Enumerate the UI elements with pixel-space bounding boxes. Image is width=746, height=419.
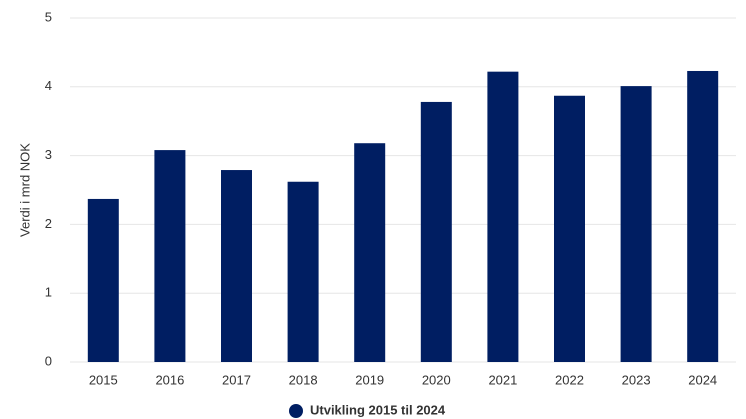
x-tick-label: 2023 [622, 372, 651, 387]
x-tick-label: 2015 [89, 372, 118, 387]
legend-marker [289, 404, 303, 418]
y-tick-label: 1 [45, 285, 52, 300]
y-tick-label: 2 [45, 216, 52, 231]
bar [221, 170, 252, 362]
y-tick-label: 4 [45, 78, 52, 93]
y-axis-label: Verdi i mrd NOK [17, 143, 32, 237]
x-tick-label: 2019 [355, 372, 384, 387]
bar [687, 70, 719, 362]
y-tick-label: 3 [45, 147, 52, 162]
x-tick-label: 2022 [555, 372, 584, 387]
x-tick-label: 2024 [688, 372, 717, 387]
x-tick-label: 2020 [422, 372, 451, 387]
x-tick-label: 2021 [488, 372, 517, 387]
bar [87, 198, 119, 362]
x-tick-label: 2016 [155, 372, 184, 387]
x-tick-label: 2017 [222, 372, 251, 387]
bar [287, 181, 319, 362]
y-tick-label: 5 [45, 9, 52, 24]
bar [154, 150, 186, 362]
bar [554, 95, 585, 362]
bar [487, 71, 519, 362]
legend-label: Utvikling 2015 til 2024 [310, 402, 446, 417]
x-tick-label: 2018 [289, 372, 318, 387]
bar [420, 101, 452, 362]
bar [354, 143, 386, 362]
y-tick-label: 0 [45, 353, 52, 368]
bar [620, 86, 652, 362]
